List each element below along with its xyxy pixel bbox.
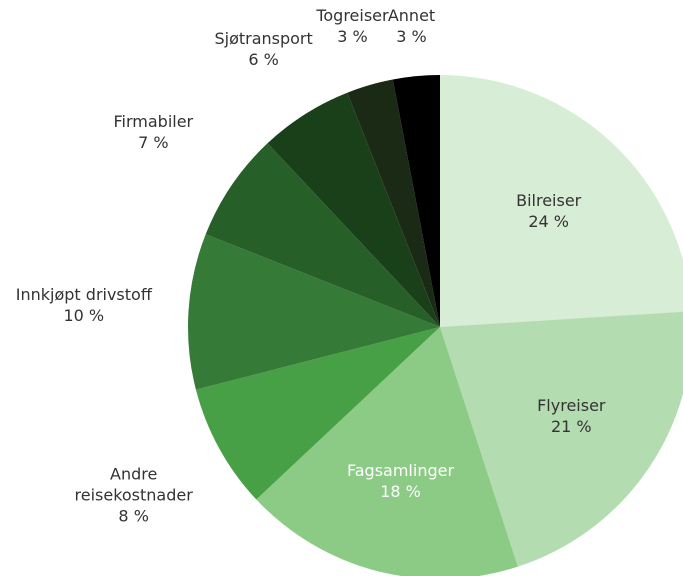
category-label: Flyreiser — [537, 396, 606, 416]
value-label: 8 % — [118, 506, 149, 526]
pie-slice — [267, 92, 440, 328]
value-label: 6 % — [248, 50, 279, 70]
pie-slice — [392, 75, 440, 327]
slice-label: Togreiser 3 % — [316, 5, 388, 47]
slice-label: Innkjøpt drivstoff 10 % — [16, 284, 152, 326]
pie-slice — [256, 327, 518, 576]
pie-slice — [440, 75, 683, 327]
slice-label: Sjøtransport 6 % — [214, 28, 312, 70]
value-label: 18 % — [380, 481, 421, 501]
category-label: Togreiser — [316, 5, 389, 25]
pie-slice — [187, 234, 440, 390]
pie-slice — [347, 79, 440, 327]
category-label: Andre reisekostnader — [74, 464, 193, 505]
value-label: 21 % — [550, 417, 592, 437]
category-label: Sjøtransport — [214, 29, 313, 49]
pie-slice — [440, 311, 683, 567]
slice-label: Fagsamlinger 18 % — [347, 460, 454, 502]
value-label: 3 % — [337, 26, 368, 46]
category-label: Firmabiler — [113, 112, 194, 132]
slice-label: Firmabiler 7 % — [113, 111, 193, 153]
slice-label: Annet 3 % — [388, 5, 435, 47]
category-label: Annet — [387, 5, 436, 25]
slice-label: Andre reisekostnader 8 % — [54, 464, 214, 527]
category-label: Fagsamlinger — [347, 460, 455, 480]
value-label: 24 % — [528, 212, 569, 232]
pie-slice — [195, 327, 440, 500]
pie-slice — [205, 143, 440, 327]
value-label: 3 % — [396, 26, 427, 46]
category-label: Innkjøpt drivstoff — [15, 284, 152, 304]
slice-label: Flyreiser 21 % — [537, 395, 605, 437]
slice-label: Bilreiser 24 % — [516, 190, 581, 232]
value-label: 7 % — [138, 133, 169, 153]
category-label: Bilreiser — [516, 191, 582, 211]
value-label: 10 % — [63, 305, 105, 325]
